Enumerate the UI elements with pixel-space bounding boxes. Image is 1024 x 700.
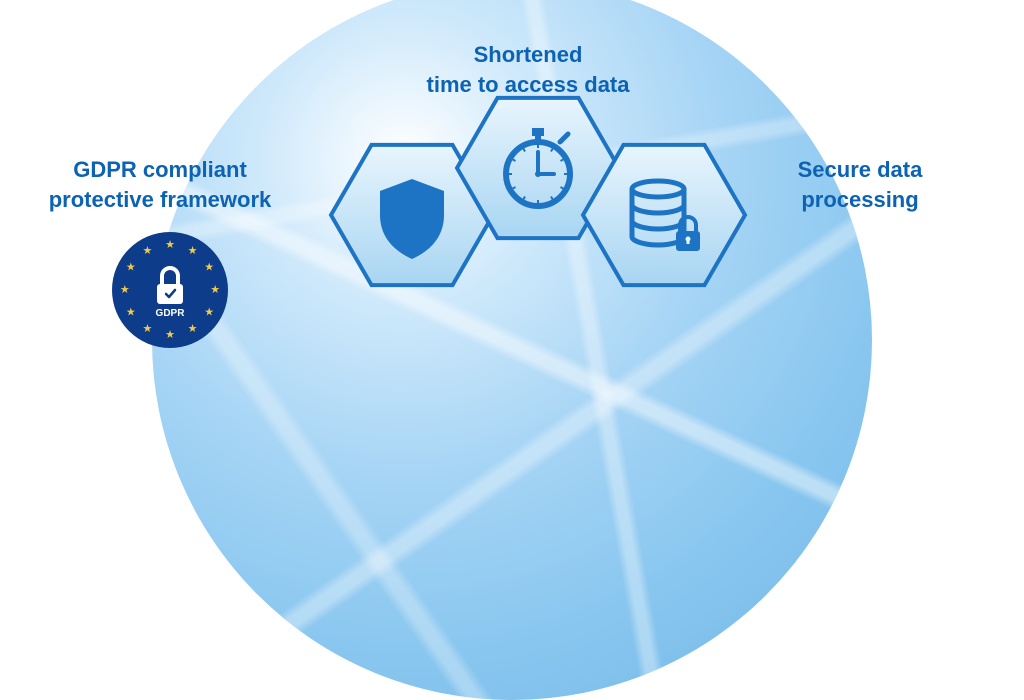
svg-text:★: ★	[120, 284, 130, 296]
svg-text:★: ★	[126, 307, 136, 319]
svg-text:★: ★	[204, 307, 214, 319]
svg-text:★: ★	[126, 261, 136, 273]
lock-icon	[157, 268, 183, 304]
gdpr-badge-text: GDPR	[156, 308, 186, 319]
svg-text:★: ★	[165, 329, 175, 341]
svg-text:★: ★	[188, 323, 198, 335]
svg-text:★: ★	[142, 323, 152, 335]
label-gdpr-compliant: GDPR compliant protective framework	[20, 155, 300, 214]
svg-text:★: ★	[142, 245, 152, 257]
label-secure-data: Secure data processing	[750, 155, 970, 214]
svg-text:★: ★	[165, 239, 175, 251]
gdpr-badge: ★ ★ ★ ★ ★ ★ ★ ★ ★ ★ ★ ★ GDPR	[112, 232, 228, 348]
svg-text:★: ★	[204, 261, 214, 273]
svg-text:★: ★	[188, 245, 198, 257]
svg-text:★: ★	[210, 284, 220, 296]
hex-database	[579, 130, 749, 300]
